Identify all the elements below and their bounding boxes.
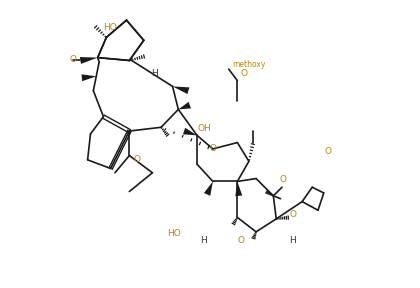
Text: O: O [134,155,141,164]
Polygon shape [80,57,98,64]
Polygon shape [81,74,96,81]
Text: O: O [325,147,331,156]
Polygon shape [204,181,213,196]
Polygon shape [235,181,242,196]
Text: H: H [289,236,297,245]
Polygon shape [183,128,197,135]
Text: O: O [240,69,247,78]
Text: O: O [70,54,77,64]
Polygon shape [173,86,189,94]
Text: H: H [200,236,207,245]
Text: O: O [237,236,244,245]
Polygon shape [178,102,191,109]
Text: methoxy: methoxy [232,60,266,69]
Text: O: O [289,210,296,219]
Text: O: O [210,144,216,154]
Text: HO: HO [102,23,116,32]
Text: H: H [151,69,158,78]
Text: OH: OH [197,124,211,133]
Text: HO: HO [167,229,181,238]
Text: O: O [279,175,286,185]
